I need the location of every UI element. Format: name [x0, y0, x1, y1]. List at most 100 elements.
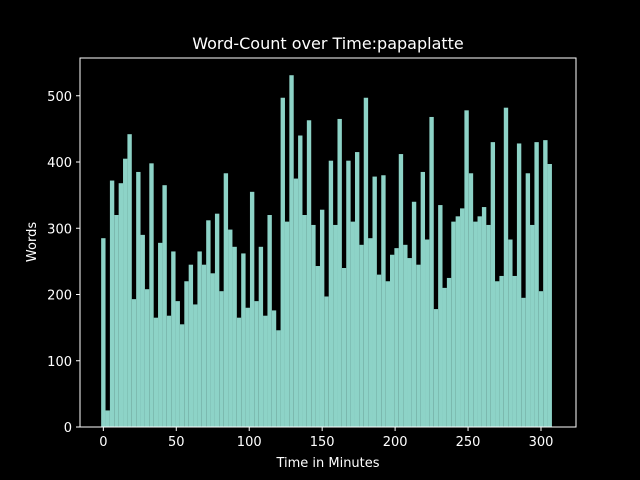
- bar: [228, 229, 233, 427]
- bar: [131, 299, 137, 427]
- bar: [499, 275, 504, 427]
- bar: [416, 264, 421, 427]
- bar: [175, 301, 180, 427]
- bar: [495, 281, 500, 427]
- x-tick-label: 150: [310, 435, 335, 450]
- bar: [455, 216, 461, 427]
- bar: [254, 301, 259, 427]
- bar: [328, 160, 334, 427]
- bar: [477, 216, 482, 427]
- bar: [442, 287, 447, 427]
- bar: [206, 220, 211, 427]
- bar: [319, 209, 325, 427]
- bar: [324, 296, 329, 427]
- bar: [258, 246, 264, 427]
- bar: [306, 120, 312, 427]
- bar: [420, 171, 426, 427]
- bar: [451, 221, 456, 427]
- bar: [118, 183, 124, 427]
- bar: [337, 118, 342, 427]
- bar: [359, 244, 364, 427]
- bar: [105, 410, 110, 427]
- bar: [114, 215, 119, 427]
- bar: [109, 180, 115, 427]
- bar: [123, 158, 128, 427]
- x-tick-label: 300: [529, 435, 554, 450]
- bar: [293, 178, 299, 427]
- bar: [153, 317, 159, 427]
- y-axis-label: Words: [25, 222, 40, 262]
- bar: [241, 253, 246, 427]
- bar: [460, 208, 465, 427]
- bar: [201, 264, 207, 427]
- bar: [503, 107, 509, 427]
- bar: [438, 205, 443, 427]
- y-tick-label: 0: [64, 421, 72, 436]
- bar: [468, 173, 474, 427]
- x-tick-label: 200: [383, 435, 408, 450]
- x-tick-label: 50: [168, 435, 185, 450]
- bar: [403, 244, 408, 427]
- bar: [184, 281, 189, 427]
- bar: [473, 221, 478, 427]
- x-axis-label: Time in Minutes: [275, 456, 379, 471]
- bar: [446, 277, 452, 427]
- bar: [276, 330, 281, 427]
- chart-title: Word-Count over Time:papaplatte: [192, 34, 464, 53]
- bar: [333, 224, 338, 427]
- bar: [508, 239, 513, 427]
- y-tick-label: 400: [47, 156, 72, 171]
- bar: [429, 116, 434, 427]
- bar: [341, 268, 347, 427]
- bar: [381, 175, 386, 427]
- bar: [512, 275, 517, 427]
- bar: [490, 142, 496, 427]
- bar: [433, 309, 439, 427]
- bar: [481, 207, 487, 427]
- bar: [372, 176, 377, 427]
- axes-frame: [79, 57, 577, 428]
- bar: [166, 315, 172, 427]
- bar: [136, 171, 141, 427]
- bar: [315, 266, 320, 427]
- bar: [464, 110, 469, 427]
- bar: [193, 304, 198, 427]
- bar: [101, 238, 106, 427]
- bar: [385, 281, 390, 427]
- bar: [547, 163, 552, 428]
- bar: [425, 239, 430, 427]
- bar: [530, 224, 535, 427]
- bar: [232, 246, 237, 427]
- bar: [394, 248, 399, 427]
- bar: [525, 173, 531, 427]
- bar: [516, 143, 522, 428]
- bar: [363, 97, 369, 427]
- bar: [298, 135, 303, 427]
- bar: [197, 251, 202, 427]
- bar: [140, 234, 145, 427]
- bar: [346, 160, 351, 427]
- bar: [162, 185, 167, 427]
- bar: [411, 201, 417, 427]
- bar: [219, 291, 224, 427]
- bar: [149, 163, 154, 428]
- bar: [144, 289, 150, 427]
- x-tick-label: 100: [237, 435, 262, 450]
- bar: [534, 142, 539, 427]
- bar: [407, 258, 412, 427]
- y-tick-label: 500: [47, 90, 72, 105]
- bar: [267, 215, 272, 427]
- bar: [223, 173, 229, 427]
- bar: [376, 274, 382, 427]
- bar: [210, 273, 215, 427]
- bar: [390, 254, 395, 427]
- bar: [236, 317, 242, 427]
- x-tick-label: 0: [99, 435, 107, 450]
- bar: [350, 221, 355, 427]
- bar: [284, 221, 290, 427]
- bar: [538, 291, 544, 427]
- bar: [249, 191, 255, 427]
- bar: [245, 307, 250, 427]
- bar: [289, 75, 294, 427]
